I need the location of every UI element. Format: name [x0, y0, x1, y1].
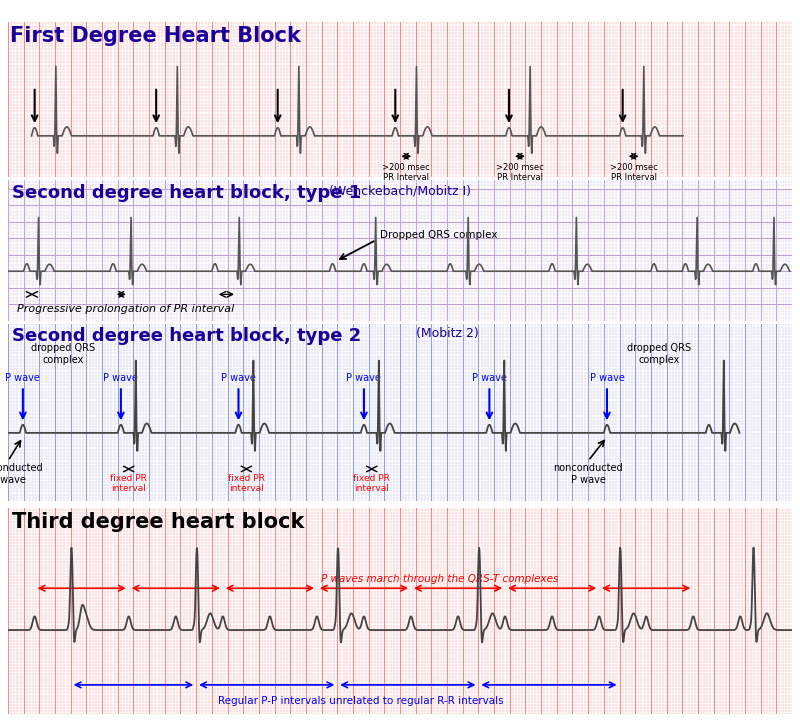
- Text: P wave: P wave: [346, 373, 382, 383]
- Text: fixed PR
interval: fixed PR interval: [110, 474, 147, 493]
- Text: Second degree heart block, type 2: Second degree heart block, type 2: [12, 327, 361, 345]
- Text: First Degree Heart Block: First Degree Heart Block: [10, 26, 301, 45]
- Text: dropped QRS
complex: dropped QRS complex: [626, 343, 690, 365]
- Text: P waves march through the QRS-T complexes: P waves march through the QRS-T complexe…: [321, 574, 558, 584]
- Text: (Mobitz 2): (Mobitz 2): [416, 327, 478, 340]
- Text: >200 msec
PR Interval: >200 msec PR Interval: [610, 163, 658, 182]
- Text: nonconducted
P wave: nonconducted P wave: [554, 464, 623, 485]
- Text: >200 msec
PR Interval: >200 msec PR Interval: [496, 163, 544, 182]
- Text: dropped QRS
complex: dropped QRS complex: [31, 343, 95, 365]
- Text: Third degree heart block: Third degree heart block: [12, 512, 304, 532]
- Text: nonconducted
P wave: nonconducted P wave: [0, 464, 43, 485]
- Text: Progressive prolongation of PR interval: Progressive prolongation of PR interval: [17, 304, 234, 314]
- Text: >200 msec
PR Interval: >200 msec PR Interval: [382, 163, 430, 182]
- Text: Regular P-P intervals unrelated to regular R-R intervals: Regular P-P intervals unrelated to regul…: [218, 696, 504, 707]
- Text: P wave: P wave: [221, 373, 256, 383]
- Text: P wave: P wave: [590, 373, 625, 383]
- Text: Second degree heart block, type 1: Second degree heart block, type 1: [12, 185, 361, 203]
- Text: P wave: P wave: [6, 373, 40, 383]
- Text: P wave: P wave: [472, 373, 507, 383]
- Text: fixed PR
interval: fixed PR interval: [228, 474, 265, 493]
- Text: (Wenckebach/Mobitz I): (Wenckebach/Mobitz I): [330, 185, 471, 198]
- Text: P wave: P wave: [103, 373, 138, 383]
- Text: fixed PR
interval: fixed PR interval: [354, 474, 390, 493]
- Text: Dropped QRS complex: Dropped QRS complex: [381, 230, 498, 240]
